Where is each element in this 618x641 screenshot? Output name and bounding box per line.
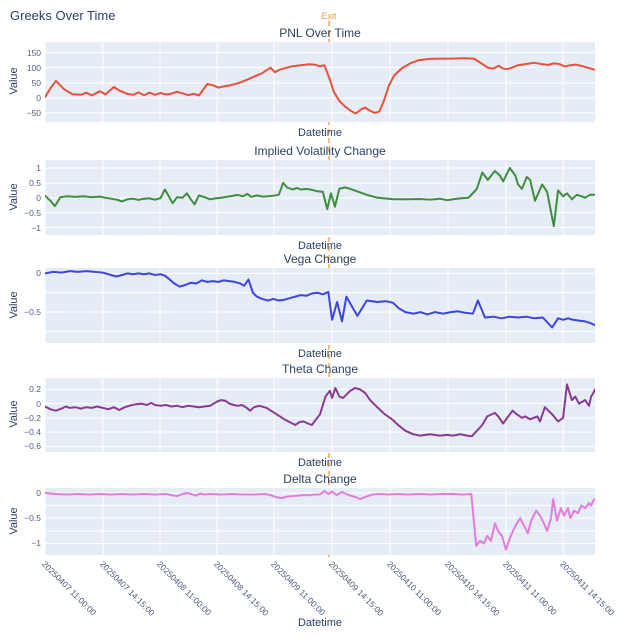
x-axis-title-delta-change: Datetime [297, 617, 343, 629]
plot-area-implied-volatility-change[interactable] [45, 160, 595, 235]
y-axis-title-vega-change: Value [8, 290, 20, 319]
series-line-implied-volatility-change [45, 167, 595, 228]
subplot-title-theta-change: Theta Change [281, 362, 359, 376]
y-tick-label: 0 [36, 488, 41, 499]
series-line-delta-change [45, 490, 595, 551]
plot-area-delta-change[interactable] [45, 488, 595, 555]
plot-area-vega-change[interactable] [45, 268, 595, 343]
x-tick-label: 20250408 11:00:00 [154, 559, 214, 618]
exit-marker-label: Exit [321, 11, 337, 21]
plot-area-pnl-over-time[interactable] [45, 42, 595, 122]
subplot-title-pnl-over-time: PNL Over Time [279, 26, 361, 40]
y-tick-label: −50 [26, 107, 41, 118]
y-tick-label: −0.6 [24, 441, 41, 452]
y-tick-label: −0.4 [24, 427, 41, 438]
x-axis-title-pnl-over-time: Datetime [297, 127, 343, 139]
y-tick-label: −1 [31, 222, 41, 233]
plot-background [45, 488, 595, 555]
figure-title: Greeks Over Time [10, 8, 116, 23]
x-tick-label: 20250409 11:00:00 [268, 559, 328, 618]
series-line-theta-change [45, 383, 595, 438]
x-tick-label: 20250407 11:00:00 [39, 559, 99, 618]
y-tick-label: −0.5 [24, 207, 41, 218]
y-tick-label: 100 [26, 62, 41, 73]
subplot-title-vega-change: Vega Change [283, 252, 357, 266]
x-tick-label: 20250407 14:15:00 [97, 559, 157, 618]
x-tick-label: 20250411 14:15:00 [558, 559, 617, 618]
x-axis-title-theta-change: Datetime [297, 457, 343, 469]
y-tick-label: 0 [36, 268, 41, 279]
y-tick-label: 150 [26, 47, 41, 58]
y-tick-label: −0.2 [24, 412, 41, 423]
plot-background [45, 268, 595, 343]
x-axis-title-vega-change: Datetime [297, 348, 343, 360]
y-tick-label: −0.5 [24, 513, 41, 524]
subplot-title-delta-change: Delta Change [283, 472, 357, 486]
x-tick-label: 20250410 14:15:00 [443, 559, 502, 618]
x-axis-title-implied-volatility-change: Datetime [297, 240, 343, 252]
x-tick-label: 20250408 14:15:00 [212, 559, 271, 618]
plot-background [45, 42, 595, 122]
series-line-vega-change [45, 270, 595, 329]
subplot-title-implied-volatility-change: Implied Volatility Change [254, 144, 386, 158]
y-tick-label: −1 [31, 538, 41, 549]
y-tick-label: 0.5 [29, 177, 41, 188]
plot-area-theta-change[interactable] [45, 378, 595, 452]
y-tick-label: 50 [31, 77, 41, 88]
x-tick-label: 20250410 11:00:00 [384, 559, 444, 618]
x-tick-label: 20250411 11:00:00 [500, 559, 559, 617]
y-tick-label: 0.2 [29, 384, 41, 395]
series-line-pnl-over-time [45, 57, 595, 115]
y-tick-label: −0.5 [24, 307, 41, 318]
x-tick-label: 20250409 14:15:00 [327, 559, 386, 618]
y-tick-label: 0 [36, 192, 41, 203]
y-tick-label: 1 [36, 163, 41, 174]
y-tick-label: 0 [36, 92, 41, 103]
y-tick-label: 0 [36, 398, 41, 409]
